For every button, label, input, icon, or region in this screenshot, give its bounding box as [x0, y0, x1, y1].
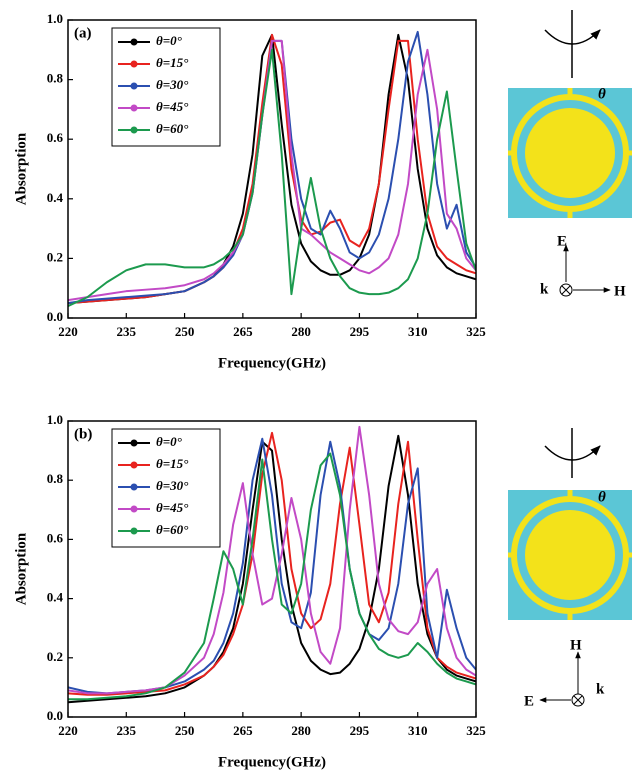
annotation: E [557, 233, 567, 249]
series-line [68, 452, 476, 701]
x-tick-label: 265 [233, 324, 253, 339]
y-tick-label: 1.0 [47, 412, 63, 427]
series-line [68, 431, 476, 696]
annotation: k [540, 281, 549, 297]
x-tick-label: 250 [175, 324, 195, 339]
legend-label: θ=45° [156, 500, 189, 515]
x-tick-label: 280 [291, 723, 311, 738]
legend-label: θ=60° [156, 522, 189, 537]
legend-label: θ=0° [156, 434, 183, 449]
x-tick-label: 325 [466, 723, 486, 738]
plot-frame [67, 19, 477, 319]
annotation: H [614, 283, 626, 299]
x-tick-label: 265 [233, 723, 253, 738]
plot-frame [67, 420, 477, 718]
x-tick-label: 325 [466, 324, 486, 339]
y-tick-label: 0.4 [47, 190, 64, 205]
y-tick-label: 1.0 [47, 11, 63, 26]
panel-label: (a) [74, 25, 92, 41]
y-tick-label: 0.0 [47, 309, 63, 324]
x-tick-label: 310 [408, 723, 428, 738]
plot-area [68, 425, 476, 704]
legend-label: θ=15° [156, 456, 189, 471]
x-axis-title: Frequency(GHz) [218, 754, 326, 770]
legend-label: θ=45° [156, 99, 189, 114]
legend-marker [130, 126, 138, 134]
legend-marker [130, 439, 138, 447]
annotation: E [524, 693, 534, 709]
y-tick-label: 0.6 [47, 530, 64, 545]
x-tick-label: 295 [350, 324, 370, 339]
series-line [68, 48, 476, 307]
legend-label: θ=0° [156, 33, 183, 48]
legend-marker [130, 527, 138, 535]
series-line [68, 30, 476, 305]
legend-marker [130, 38, 138, 46]
x-tick-label: 235 [117, 723, 137, 738]
legend-marker [130, 104, 138, 112]
legend-label: θ=60° [156, 121, 189, 136]
x-tick-label: 250 [175, 723, 195, 738]
series-line [68, 434, 476, 704]
y-tick-label: 0.4 [47, 590, 64, 605]
annotation: θ [598, 86, 606, 102]
panel-label: (b) [74, 426, 92, 442]
x-tick-label: 295 [350, 723, 370, 738]
legend-marker [130, 82, 138, 90]
y-tick-label: 0.8 [47, 71, 64, 86]
annotation: H [570, 637, 582, 653]
y-tick-label: 0.6 [47, 130, 64, 145]
x-tick-label: 220 [58, 723, 78, 738]
x-tick-label: 280 [291, 324, 311, 339]
schematic-a: θ E k H [508, 10, 632, 299]
plot-area [68, 30, 476, 307]
y-tick-label: 0.0 [47, 708, 63, 723]
y-tick-label: 0.2 [47, 649, 63, 664]
series-line [68, 437, 476, 695]
x-axis-title: Frequency(GHz) [218, 355, 326, 371]
x-tick-label: 310 [408, 324, 428, 339]
legend-marker [130, 505, 138, 513]
legend-marker [130, 461, 138, 469]
y-axis-title: Absorption [13, 532, 29, 605]
x-tick-label: 220 [58, 324, 78, 339]
annotation: θ [598, 489, 606, 505]
x-tick-label: 235 [117, 324, 137, 339]
legend-marker [130, 60, 138, 68]
legend-label: θ=30° [156, 478, 189, 493]
y-tick-label: 0.2 [47, 249, 63, 264]
series-line [68, 39, 476, 302]
y-axis-title: Absorption [13, 132, 29, 205]
series-line [68, 425, 476, 695]
annotation: k [596, 681, 605, 697]
legend-label: θ=30° [156, 77, 189, 92]
legend-label: θ=15° [156, 55, 189, 70]
schematic-b: θ H E k [508, 428, 632, 709]
legend-marker [130, 483, 138, 491]
y-tick-label: 0.8 [47, 471, 64, 486]
